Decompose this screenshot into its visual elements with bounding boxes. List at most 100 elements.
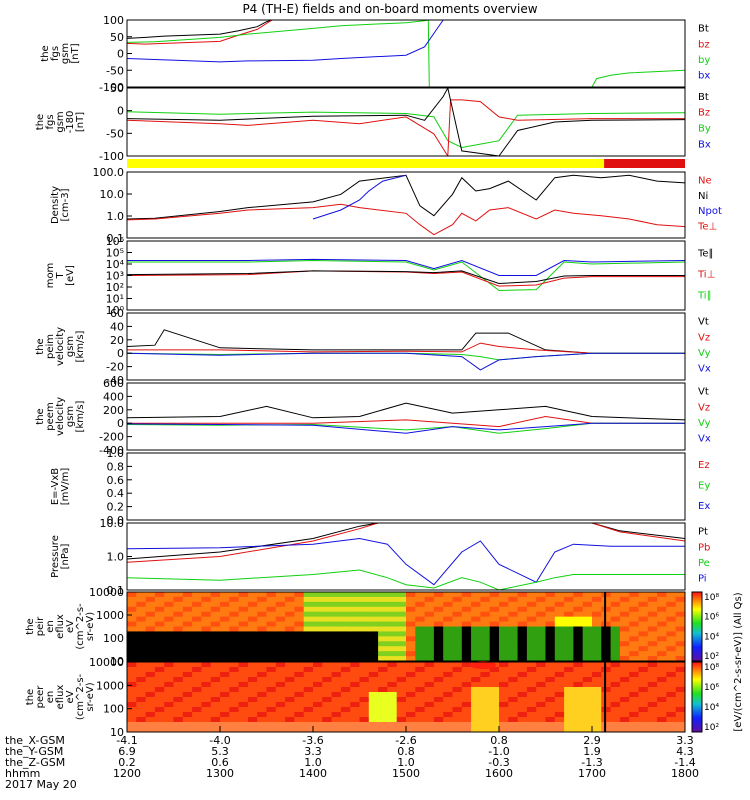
y-tick-label: 100 [103,632,124,645]
colorbar-tick-label: 10⁸ [704,593,719,603]
x-tick-label: 3.3 [676,734,694,747]
colorbar-label: [eV/(cm^2-s-sr-eV)] (All Qs) [733,592,744,731]
x-tick-label: -2.6 [395,734,416,747]
x-tick-label: 2.9 [583,734,601,747]
y-tick-label: 0 [117,48,124,61]
x-tick-label: 1500 [392,767,420,780]
x-tick-label: 1200 [113,767,141,780]
legend-entry: Ti∥ [697,291,712,302]
x-tick-label: -4.0 [209,734,230,747]
y-tick-label: 1.0 [107,210,125,223]
y-tick-label: 0.6 [107,474,125,487]
legend-entry: Pe [698,558,710,569]
y-tick-label: 1000 [96,679,124,692]
series-density-npot [312,174,407,220]
series-fgs_gse_180-bt [127,88,685,156]
colorbar [691,591,703,662]
series-peem_velocity-vt [127,402,685,421]
x-tick-label: 1600 [485,767,513,780]
x-tick-label: 1.9 [583,745,601,758]
x-tick-label: 0.8 [490,734,508,747]
x-tick-label: -4.1 [116,734,137,747]
x-row-label: the_Y-GSM [5,745,63,758]
y-tick-label: 50 [110,82,124,95]
x-tick-label: -1.4 [674,756,695,769]
y-tick-label: 60 [110,307,124,320]
legend-entry: Vx [698,433,711,444]
colorbar-tick-label: 10⁴ [704,632,719,642]
y-axis-label: Density[cm-3] [50,186,71,224]
legend-entry: Bt [698,92,709,103]
data-gap-line [604,662,607,732]
series-pressure-pb [127,523,685,563]
y-tick-label: -200 [99,431,124,444]
legend-entry: Vt [698,387,709,398]
y-tick-label: 10⁰ [106,304,125,317]
y-tick-label: 1.0 [107,551,125,564]
y-tick-label: 600 [103,377,124,390]
y-tick-label: 10.0 [100,188,125,201]
legend-entry: bz [698,39,710,50]
y-axis-label: Pressure[nPa] [50,535,71,578]
legend-entry: Ez [698,460,710,471]
y-tick-label: 100 [103,14,124,27]
y-tick-label: 40 [110,320,124,333]
series-peim_velocity-vt [127,329,685,354]
panel-frame [126,452,686,521]
y-tick-label: 0.2 [107,501,125,514]
legend-entry: bx [698,70,710,81]
colorbar-tick-label: 10⁴ [704,703,719,713]
y-tick-label: 20 [110,334,124,347]
y-tick-label: 50 [110,31,124,44]
date-label: 2017 May 20 [5,778,77,791]
x-row-label: the_Z-GSM [5,756,65,769]
legend-entry: Ti⊥ [697,270,715,281]
x-tick-label: 1400 [299,767,327,780]
panel-frame [126,382,686,451]
spectrogram-peer_en_eflux [127,662,685,732]
legend-entry: by [698,55,710,66]
status-bar [127,159,685,168]
legend-entry: Bz [698,108,710,119]
panel-frame [126,87,686,157]
y-axis-label: thepeemvelocitygsm[km/s] [35,397,86,436]
x-tick-label: 4.3 [676,745,694,758]
y-tick-label: 1000 [96,609,124,622]
series-temperature-te [127,270,685,287]
figure-title: P4 (TH-E) fields and on-board moments ov… [242,2,537,16]
y-axis-label: thefgsgsm-180[nT] [35,111,86,134]
panel-frame [126,171,686,239]
colorbar [691,661,703,733]
series-fgs_gsm-bx [127,20,444,63]
colorbar-tick-label: 10² [704,723,719,733]
x-tick-label: 5.3 [211,745,229,758]
y-tick-label: 10² [106,281,124,294]
y-axis-label: momT[eV] [45,263,76,289]
y-tick-label: 0 [117,347,124,360]
y-tick-label: 10⁴ [106,258,125,271]
x-tick-label: 0.2 [118,756,136,769]
series-peim_velocity-vx [127,352,685,371]
colorbar-tick-label: 10⁸ [704,663,719,673]
y-tick-label: -100 [99,81,124,94]
series-pressure-pe [127,569,685,590]
panel-efield: 1.00.80.60.40.20.0 E=-VxB[mV/m] Ez Ey Ex [50,447,710,527]
series-fgs_gse_180-bz [127,99,685,156]
legend-entry: Ni [698,191,708,202]
y-tick-label: 0 [117,105,124,118]
y-tick-label: -40 [106,374,124,387]
y-tick-label: 0.1 [107,584,125,597]
x-tick-label: -3.6 [302,734,323,747]
y-tick-label: 0.4 [107,487,125,500]
x-tick-label: 1700 [578,767,606,780]
panel-frame [126,591,686,662]
series-fgs_gsm-by [127,20,685,87]
series-peem_velocity-vx [127,422,685,434]
series-temperature-te [127,258,685,276]
legend-entry: Vy [698,348,711,359]
x-tick-label: 6.9 [118,745,136,758]
series-fgs_gsm-bz [127,20,273,45]
legend-entry: Ex [698,501,710,512]
